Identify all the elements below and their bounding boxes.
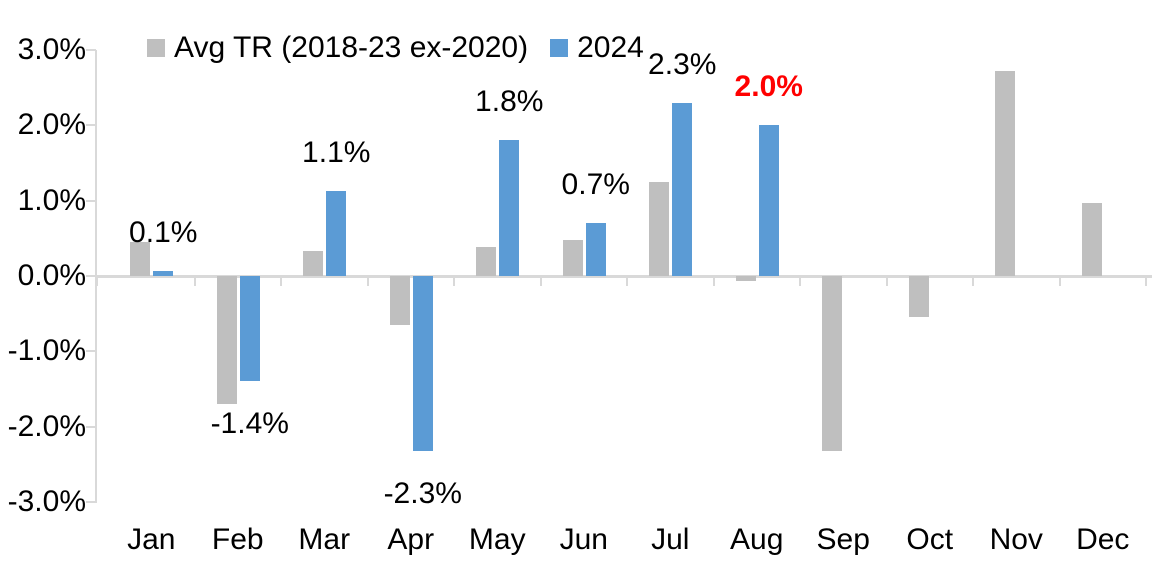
y-axis-label: 3.0% [17, 33, 86, 67]
y-axis-label: -1.0% [7, 334, 86, 368]
x-axis-label-may: May [468, 523, 526, 556]
bar-avg-tr-feb [216, 276, 237, 404]
y-axis-label: -3.0% [7, 484, 86, 518]
bar-avg-tr-oct [908, 276, 929, 318]
legend-label-avg-tr: Avg TR (2018-23 ex-2020) [174, 31, 529, 64]
x-axis-tick [280, 276, 282, 286]
data-label-aug: 2.0% [734, 70, 803, 104]
x-axis-label-mar: Mar [298, 523, 351, 556]
x-axis-tick [712, 276, 715, 286]
bar-2024-jan [153, 270, 174, 276]
data-label-mar: 1.1% [302, 135, 371, 169]
legend-swatch-2024-icon [550, 39, 569, 57]
y-axis-tick [86, 124, 96, 127]
x-axis-label-oct: Oct [906, 523, 954, 556]
bar-2024-jul [672, 102, 693, 276]
bar-2024-mar [326, 190, 347, 276]
y-axis-tick [86, 350, 96, 353]
x-axis-label-sep: Sep [816, 523, 870, 556]
bar-2024-jun [585, 223, 606, 276]
bar-avg-tr-jan [130, 242, 151, 276]
x-axis-tick [539, 276, 542, 286]
bar-avg-tr-apr [389, 276, 410, 325]
bar-2024-aug [758, 125, 779, 276]
x-axis-tick [799, 276, 801, 286]
legend-swatch-avg-tr-icon [147, 39, 165, 57]
y-axis-tick [86, 49, 96, 52]
x-axis-label-jun: Jun [559, 523, 608, 556]
data-label-apr: -2.3% [383, 477, 462, 511]
bar-2024-apr [412, 276, 433, 452]
data-label-may: 1.8% [475, 85, 544, 119]
x-axis-label-dec: Dec [1076, 523, 1130, 556]
x-axis-zero-line [95, 274, 1152, 278]
chart-legend: Avg TR (2018-23 ex-2020) 2024 [147, 29, 644, 67]
legend-item-avg-tr: Avg TR (2018-23 ex-2020) [147, 29, 528, 67]
x-axis-label-jan: Jan [127, 523, 176, 556]
x-axis-tick [972, 276, 974, 286]
y-axis-label: 0.0% [17, 259, 86, 292]
x-axis-tick [96, 276, 98, 286]
x-axis-label-nov: Nov [989, 523, 1043, 556]
bar-avg-tr-jul [649, 181, 670, 276]
x-axis-label-aug: Aug [730, 523, 784, 556]
x-axis-tick [1058, 276, 1061, 286]
x-axis-label-feb: Feb [211, 523, 264, 556]
bar-avg-tr-may [476, 246, 497, 276]
x-axis-label-jul: Jul [651, 523, 690, 556]
y-axis-tick [86, 199, 96, 202]
y-axis-label: 1.0% [17, 183, 86, 217]
x-axis-tick [626, 276, 628, 286]
x-axis-tick [885, 276, 888, 286]
data-label-jan: 0.1% [129, 215, 198, 249]
bar-avg-tr-sep [822, 276, 843, 452]
y-axis-label: 2.0% [17, 108, 86, 142]
x-axis-tick [453, 276, 455, 286]
x-axis-tick [193, 276, 196, 286]
y-axis-tick [86, 425, 96, 428]
bar-avg-tr-aug [735, 276, 756, 282]
bar-2024-feb [239, 276, 260, 382]
y-axis-tick [86, 275, 96, 277]
y-axis-label: -2.0% [7, 409, 86, 443]
bar-avg-tr-dec [1081, 202, 1102, 276]
bar-avg-tr-nov [995, 71, 1016, 276]
bar-avg-tr-jun [562, 239, 583, 276]
data-label-jun: 0.7% [561, 168, 630, 202]
data-label-jul: 2.3% [648, 47, 717, 81]
x-axis-label-apr: Apr [387, 523, 435, 556]
legend-label-2024: 2024 [577, 31, 644, 64]
legend-item-2024: 2024 [550, 29, 644, 67]
data-label-feb: -1.4% [210, 407, 289, 441]
x-axis-tick [1145, 276, 1147, 286]
bar-avg-tr-mar [303, 251, 324, 276]
x-axis-tick [366, 276, 369, 286]
bar-2024-may [499, 140, 520, 276]
y-axis-tick [86, 500, 96, 503]
